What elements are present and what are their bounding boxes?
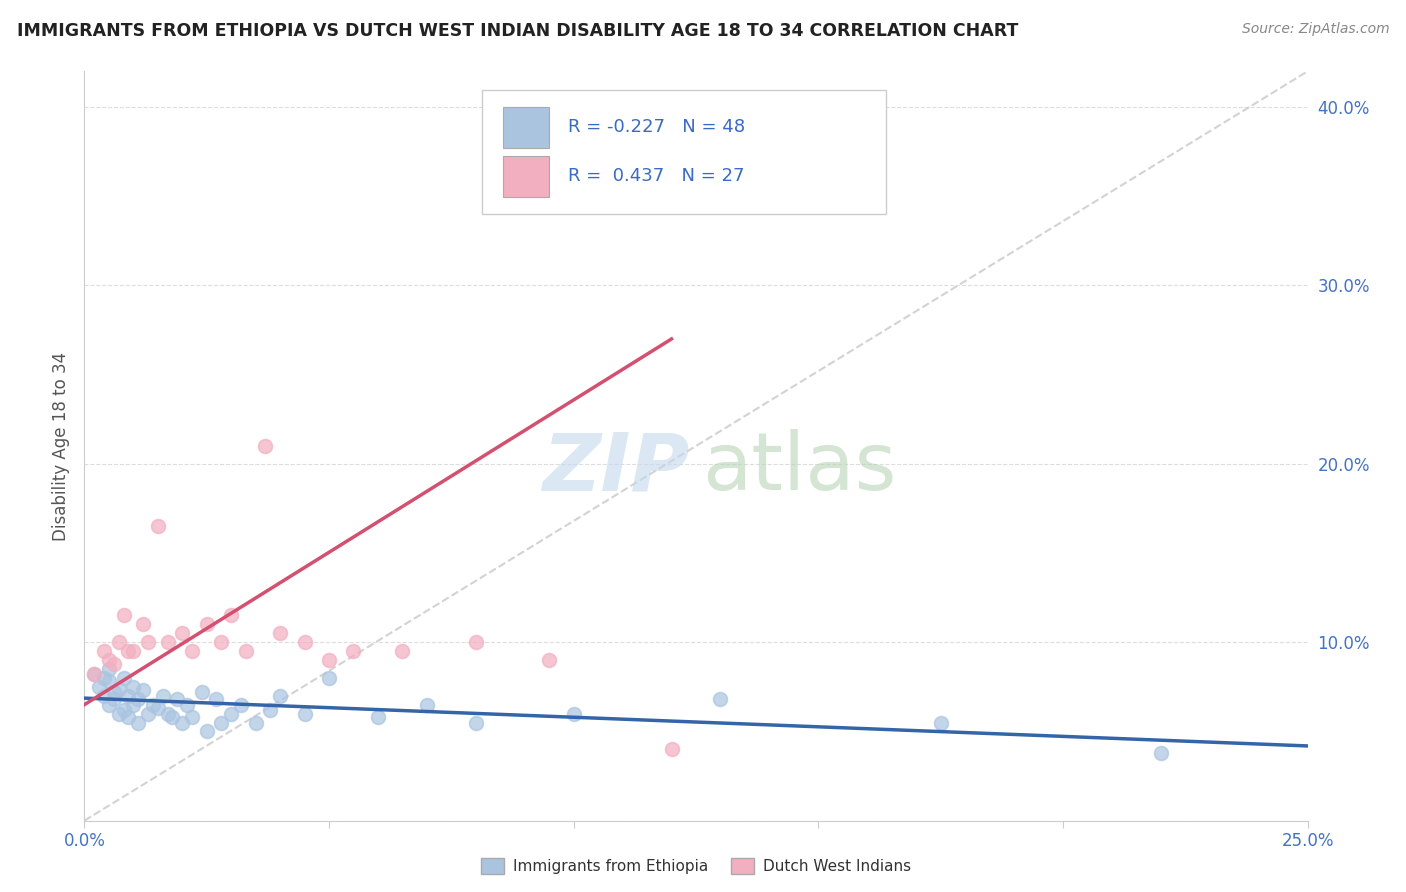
Point xyxy=(235,644,257,658)
Point xyxy=(172,715,194,730)
Point xyxy=(229,698,252,712)
Point xyxy=(318,653,340,667)
Point xyxy=(219,608,242,623)
Point xyxy=(127,692,149,706)
Text: R =  0.437   N = 27: R = 0.437 N = 27 xyxy=(568,168,744,186)
Point xyxy=(132,683,155,698)
Point xyxy=(464,715,486,730)
Point xyxy=(209,715,232,730)
Point xyxy=(166,692,188,706)
Point xyxy=(103,657,125,671)
Point xyxy=(181,710,204,724)
Point xyxy=(103,692,125,706)
Point xyxy=(117,689,139,703)
Point xyxy=(107,635,129,649)
Point xyxy=(97,674,120,689)
Point xyxy=(97,662,120,676)
Point xyxy=(294,706,316,721)
Y-axis label: Disability Age 18 to 34: Disability Age 18 to 34 xyxy=(52,351,70,541)
Point xyxy=(107,706,129,721)
Text: R = -0.227   N = 48: R = -0.227 N = 48 xyxy=(568,118,745,136)
Point xyxy=(367,710,389,724)
Point xyxy=(181,644,204,658)
Text: ZIP: ZIP xyxy=(543,429,690,508)
Point xyxy=(661,742,683,756)
FancyBboxPatch shape xyxy=(482,90,886,214)
Point xyxy=(562,706,585,721)
Point xyxy=(464,635,486,649)
Point xyxy=(83,667,105,681)
Point xyxy=(122,698,145,712)
Point xyxy=(122,644,145,658)
Point xyxy=(209,635,232,649)
Point xyxy=(93,671,115,685)
Point xyxy=(136,706,159,721)
Point xyxy=(156,706,179,721)
Point xyxy=(83,667,105,681)
Point xyxy=(195,617,218,632)
Point xyxy=(132,617,155,632)
Point xyxy=(176,698,198,712)
Point xyxy=(318,671,340,685)
Point xyxy=(117,644,139,658)
Point xyxy=(342,644,364,658)
Point xyxy=(254,439,277,453)
Point xyxy=(172,626,194,640)
Point xyxy=(195,724,218,739)
Point xyxy=(269,689,291,703)
Point xyxy=(1150,746,1173,760)
Text: IMMIGRANTS FROM ETHIOPIA VS DUTCH WEST INDIAN DISABILITY AGE 18 TO 34 CORRELATIO: IMMIGRANTS FROM ETHIOPIA VS DUTCH WEST I… xyxy=(17,22,1018,40)
Point xyxy=(122,680,145,694)
Point xyxy=(245,715,267,730)
Point xyxy=(259,703,281,717)
Point xyxy=(97,653,120,667)
Point xyxy=(87,680,110,694)
Point xyxy=(538,653,561,667)
FancyBboxPatch shape xyxy=(503,106,550,148)
Point xyxy=(416,698,439,712)
Text: Source: ZipAtlas.com: Source: ZipAtlas.com xyxy=(1241,22,1389,37)
Point xyxy=(929,715,952,730)
Point xyxy=(142,698,165,712)
Point xyxy=(156,635,179,649)
Point xyxy=(117,710,139,724)
Legend: Immigrants from Ethiopia, Dutch West Indians: Immigrants from Ethiopia, Dutch West Ind… xyxy=(475,852,917,880)
Point xyxy=(391,644,413,658)
Point xyxy=(112,703,135,717)
Text: atlas: atlas xyxy=(702,429,897,508)
FancyBboxPatch shape xyxy=(503,156,550,197)
Point xyxy=(219,706,242,721)
Point xyxy=(709,692,731,706)
Point xyxy=(162,710,184,724)
Point xyxy=(107,681,129,696)
Point xyxy=(112,608,135,623)
Point xyxy=(146,701,169,715)
Point xyxy=(93,644,115,658)
Point xyxy=(97,698,120,712)
Point xyxy=(205,692,228,706)
Point xyxy=(294,635,316,649)
Point xyxy=(191,685,214,699)
Point xyxy=(136,635,159,649)
Point xyxy=(152,689,174,703)
Point xyxy=(103,685,125,699)
Point xyxy=(269,626,291,640)
Point xyxy=(127,715,149,730)
Point xyxy=(112,671,135,685)
Point xyxy=(93,689,115,703)
Point xyxy=(146,519,169,533)
